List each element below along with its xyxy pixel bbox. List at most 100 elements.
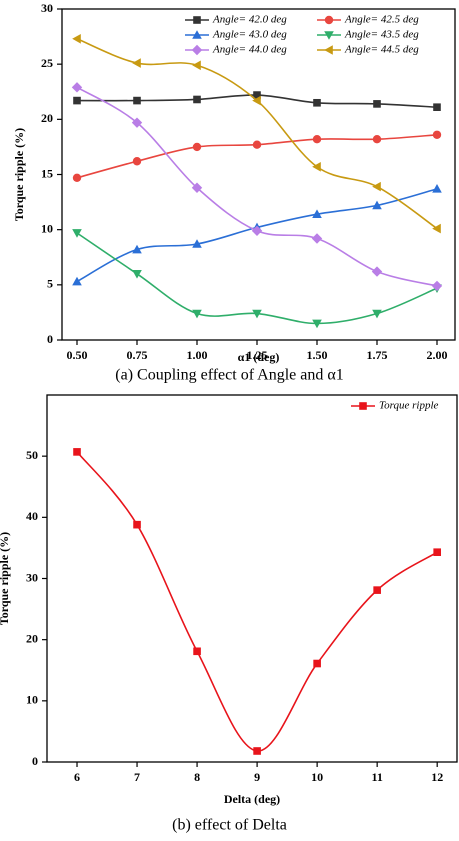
- marker: [192, 309, 202, 319]
- legend-label: Torque ripple: [379, 400, 439, 412]
- marker: [133, 520, 141, 529]
- marker: [432, 223, 441, 234]
- marker: [72, 173, 82, 183]
- marker: [432, 184, 442, 193]
- marker: [73, 96, 81, 105]
- series-line: [76, 451, 438, 752]
- marker: [133, 96, 141, 105]
- x-tick-label: 12: [431, 770, 443, 784]
- y-tick-label: 25: [41, 56, 53, 70]
- marker: [191, 182, 203, 193]
- marker: [372, 181, 381, 192]
- x-tick-label: 1.75: [367, 348, 388, 362]
- x-tick-label: 1.00: [187, 348, 208, 362]
- marker: [312, 134, 322, 144]
- x-axis-label: Delta (deg): [224, 792, 280, 806]
- marker: [372, 309, 382, 319]
- legend-marker: [324, 15, 334, 25]
- marker: [131, 117, 143, 128]
- series-line: [76, 38, 438, 230]
- y-tick-label: 40: [26, 509, 38, 523]
- marker: [132, 157, 142, 166]
- x-tick-label: 2.00: [427, 348, 448, 362]
- caption: (b) effect of Delta: [172, 817, 287, 834]
- legend-label: Angle= 43.0 deg: [212, 29, 287, 41]
- legend-marker: [324, 45, 333, 55]
- marker: [311, 233, 323, 244]
- marker: [132, 244, 142, 254]
- marker: [313, 659, 321, 668]
- y-tick-label: 0: [32, 754, 38, 768]
- legend-label: Angle= 42.0 deg: [212, 14, 287, 26]
- marker: [72, 276, 82, 286]
- legend-marker: [192, 30, 202, 39]
- legend-marker: [359, 402, 367, 410]
- y-tick-label: 10: [41, 221, 53, 235]
- marker: [371, 266, 383, 277]
- legend-label: Angle= 43.5 deg: [344, 29, 419, 41]
- x-tick-label: 1.50: [307, 348, 328, 362]
- marker: [373, 586, 381, 594]
- marker: [433, 548, 441, 556]
- marker: [312, 319, 322, 329]
- y-tick-label: 10: [26, 693, 38, 707]
- y-tick-label: 5: [47, 277, 53, 291]
- marker: [252, 309, 262, 319]
- x-tick-label: 0.50: [67, 348, 88, 362]
- y-tick-label: 30: [41, 1, 53, 15]
- x-tick-label: 7: [134, 770, 140, 784]
- y-tick-label: 0: [47, 332, 53, 346]
- x-tick-label: 11: [371, 770, 382, 784]
- marker: [73, 448, 81, 456]
- y-tick-label: 50: [26, 448, 38, 462]
- x-tick-label: 10: [311, 770, 323, 784]
- y-tick-label: 20: [41, 111, 53, 125]
- legend-marker: [324, 31, 334, 40]
- series-line: [76, 86, 438, 287]
- legend-marker: [193, 16, 201, 24]
- marker: [252, 140, 262, 149]
- y-tick-label: 20: [26, 631, 38, 645]
- y-axis-label: Torque ripple (%): [0, 532, 11, 625]
- y-tick-label: 30: [26, 570, 38, 584]
- marker: [433, 103, 441, 111]
- marker: [132, 270, 142, 279]
- legend-label: Angle= 44.0 deg: [212, 44, 287, 56]
- plot-frame: [46, 394, 458, 763]
- marker: [132, 58, 141, 68]
- marker: [431, 280, 443, 292]
- marker: [193, 647, 201, 656]
- caption: (a) Coupling effect of Angle and α1: [115, 367, 343, 384]
- marker: [313, 98, 321, 107]
- marker: [372, 134, 382, 144]
- marker: [192, 239, 202, 248]
- marker: [192, 142, 202, 152]
- x-tick-label: 1.25: [247, 348, 268, 362]
- marker: [71, 82, 83, 93]
- marker: [72, 229, 82, 238]
- x-tick-label: 9: [254, 770, 260, 784]
- marker: [72, 33, 81, 44]
- marker: [253, 91, 261, 99]
- legend-marker: [191, 44, 203, 56]
- marker: [312, 209, 322, 219]
- marker: [253, 747, 261, 755]
- marker: [251, 225, 263, 236]
- marker: [312, 161, 321, 172]
- marker: [373, 100, 381, 108]
- marker: [432, 130, 442, 139]
- x-axis-label: α1 (deg): [238, 350, 280, 364]
- marker: [192, 60, 201, 71]
- marker: [252, 95, 261, 106]
- chart: 0 10 20 30 40 50 6 7 8 9 10 11 12 Delta (deg) Torque r…: [0, 394, 458, 834]
- x-tick-label: 0.75: [127, 348, 148, 362]
- marker: [372, 200, 382, 210]
- chart: 0 5 10 15 20 25 30 0.50 0.75 1.00 1.25 1.50 1.75 2.00…: [12, 1, 456, 384]
- y-tick-label: 15: [41, 166, 53, 180]
- legend-label: Angle= 44.5 deg: [344, 44, 419, 56]
- legend-label: Angle= 42.5 deg: [344, 14, 419, 26]
- y-axis-label: Torque ripple (%): [12, 128, 26, 221]
- x-tick-label: 6: [74, 770, 80, 784]
- x-tick-label: 8: [194, 770, 200, 784]
